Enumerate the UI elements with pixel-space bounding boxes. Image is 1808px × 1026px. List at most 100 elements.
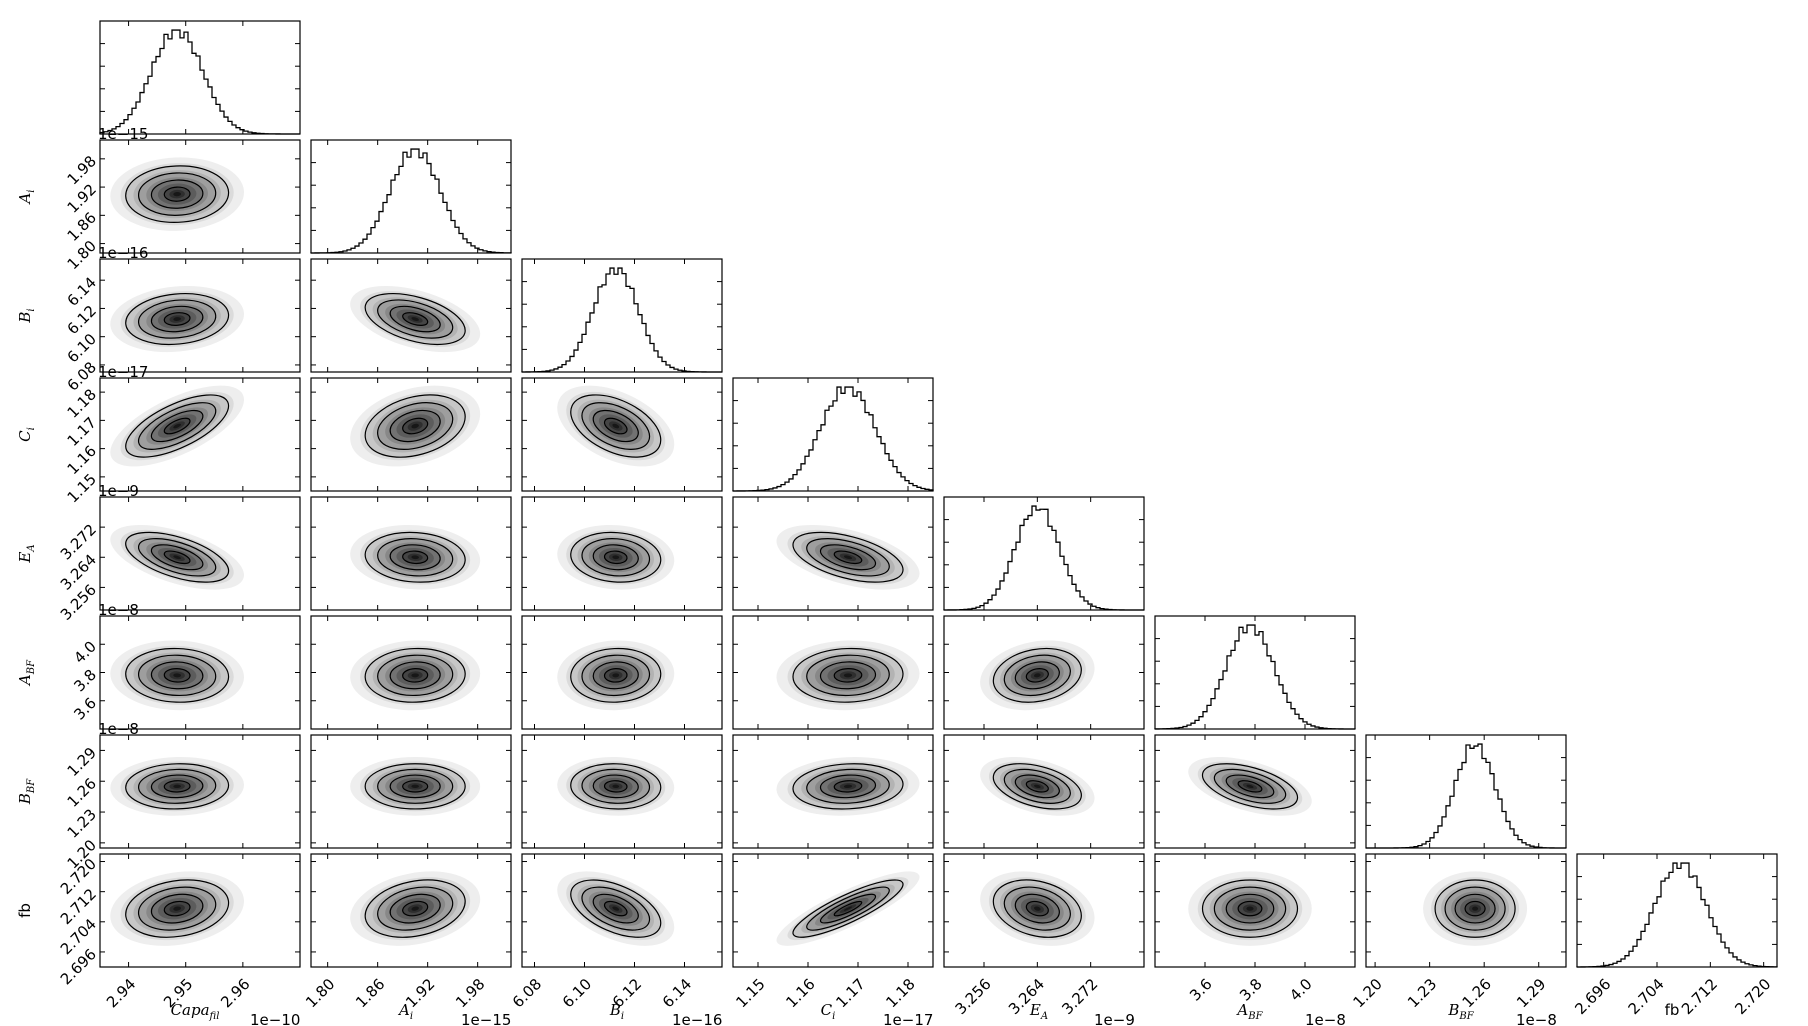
panel-A_BF-vs-A_BF <box>1154 615 1356 730</box>
density-band <box>1034 673 1041 678</box>
contour-level-1 <box>603 780 628 793</box>
x-tick-label: 1.98 <box>452 975 488 1011</box>
y-offset-E_A: 1e−9 <box>98 482 139 500</box>
contour-level-3 <box>137 299 217 339</box>
contour-level-4 <box>125 879 230 938</box>
panel-frame <box>99 734 301 849</box>
panel-E_A-vs-capa <box>99 496 301 611</box>
contour-level-3 <box>377 768 454 804</box>
panel-frame <box>732 853 934 968</box>
contour-level-4 <box>1434 879 1516 938</box>
histogram-B_BF <box>1366 743 1567 849</box>
contour-level-4 <box>125 763 230 810</box>
histogram-A_i <box>310 148 512 254</box>
contour-level-2 <box>1014 774 1060 799</box>
contour-level-3 <box>581 768 651 804</box>
contour-level-2 <box>389 893 441 924</box>
panel-frame <box>943 734 1145 849</box>
contour-level-4 <box>570 394 662 458</box>
panel-fb-vs-A_i <box>310 853 512 968</box>
y-tick-label: 3.6 <box>70 694 100 724</box>
contour-level-3 <box>806 538 890 577</box>
contour-level-4 <box>364 531 466 583</box>
y-tick-label: 6.14 <box>64 273 100 309</box>
contour-level-4 <box>125 394 230 458</box>
contour-level-3 <box>137 402 217 450</box>
histogram-A_BF <box>1154 624 1356 730</box>
x-tick-label: 1.20 <box>1349 975 1385 1011</box>
contour-level-3 <box>806 886 890 931</box>
density-band <box>612 673 620 678</box>
density-band <box>612 784 620 789</box>
x-offset-E_A: 1e−9 <box>1094 1011 1135 1026</box>
contour-level-1 <box>163 312 191 326</box>
contour-level-1 <box>163 668 191 683</box>
density-band <box>173 784 181 789</box>
y-offset-A_BF: 1e−8 <box>98 601 139 619</box>
contour-level-4 <box>792 763 904 810</box>
panel-C_i-vs-C_i <box>732 377 934 492</box>
x-axis-label-E_A: EA <box>1029 1001 1048 1022</box>
panel-A_i-vs-capa <box>99 139 301 254</box>
contour-level-2 <box>150 305 204 333</box>
contour-level-3 <box>377 299 454 339</box>
panel-B_BF-vs-E_A <box>943 734 1145 849</box>
contour-level-1 <box>402 417 429 435</box>
y-tick-label: 1.29 <box>64 744 100 780</box>
contour-level-2 <box>592 661 639 690</box>
density-band <box>173 555 181 560</box>
contour-level-1 <box>402 312 429 326</box>
panel-A_BF-vs-B_i <box>521 615 723 730</box>
contour-level-1 <box>1237 900 1263 917</box>
contour-level-3 <box>377 654 454 697</box>
panel-B_BF-vs-B_i <box>521 734 723 849</box>
contour-level-4 <box>570 763 662 810</box>
panel-fb-vs-E_A <box>943 853 1145 968</box>
contour-level-2 <box>389 774 441 799</box>
panel-frame <box>1365 853 1567 968</box>
y-offset-B_BF: 1e−8 <box>98 720 139 738</box>
contour-level-4 <box>125 647 230 703</box>
contour-level-3 <box>377 538 454 577</box>
panel-frame <box>99 496 301 611</box>
panel-frame <box>99 853 301 968</box>
contour-level-4 <box>992 647 1082 703</box>
panel-frame <box>943 853 1145 968</box>
density-band <box>612 555 620 560</box>
contour-level-2 <box>819 893 877 924</box>
panel-B_i-vs-A_i <box>310 258 512 373</box>
x-tick-label: 6.10 <box>559 975 595 1011</box>
contour-level-3 <box>806 768 890 804</box>
panel-E_A-vs-A_i <box>310 496 512 611</box>
contour-level-2 <box>819 661 877 690</box>
contour-level-4 <box>125 293 230 346</box>
contour-level-2 <box>819 544 877 571</box>
x-axis-label-B_BF: BBF <box>1447 1001 1474 1022</box>
density-band <box>843 906 853 911</box>
y-tick-label: 1.26 <box>64 775 100 811</box>
panel-C_i-vs-capa <box>99 377 301 492</box>
contour-level-4 <box>364 394 466 458</box>
x-tick-label: 1.18 <box>882 975 918 1011</box>
panel-frame <box>310 258 512 373</box>
contour-level-2 <box>592 893 639 924</box>
contour-level-1 <box>603 900 628 917</box>
contour-level-1 <box>833 780 863 793</box>
panel-frame <box>521 853 723 968</box>
panel-A_BF-vs-C_i <box>732 615 934 730</box>
y-axis-label-C_i: Ci <box>16 427 37 442</box>
contour-level-2 <box>592 409 639 443</box>
y-tick-label: 1.16 <box>64 442 100 478</box>
contour-level-1 <box>163 417 191 435</box>
contour-level-2 <box>389 409 441 443</box>
density-band <box>843 555 853 560</box>
contour-level-1 <box>163 550 191 565</box>
density-band <box>173 906 181 911</box>
panel-fb-vs-C_i <box>732 853 934 968</box>
contour-level-3 <box>1003 654 1071 697</box>
density-band <box>411 555 419 560</box>
panel-frame <box>99 139 301 254</box>
panel-E_A-vs-B_i <box>521 496 723 611</box>
density-band <box>411 317 419 321</box>
panel-frame <box>732 377 934 492</box>
